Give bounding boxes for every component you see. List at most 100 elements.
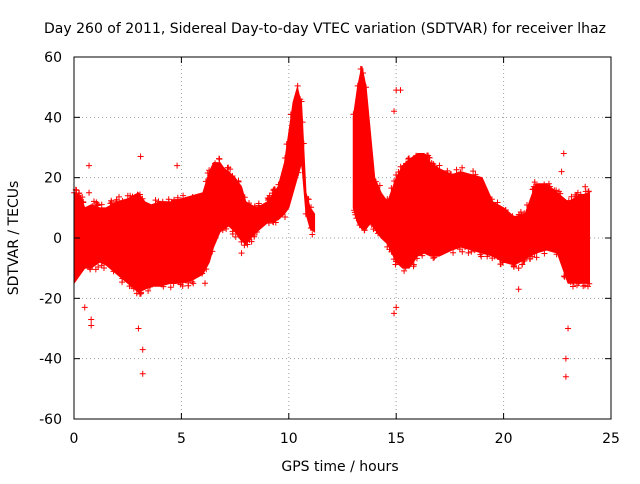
data-point [107,200,114,207]
x-tick-label: 0 [70,431,79,447]
y-axis-label: SDTVAR / TECUs [6,181,22,296]
data-point [299,119,306,126]
data-point [436,162,443,169]
data-point [136,290,143,297]
outlier-point [515,265,522,272]
data-point [428,159,435,166]
outlier-point [558,168,565,175]
data-point [246,200,253,207]
data-point [204,169,211,176]
data-point [413,255,420,262]
data-point [98,262,105,269]
data-point [223,225,230,232]
data-point [130,285,137,292]
data-point [357,66,364,73]
data-point [462,244,469,251]
data-point [405,155,412,162]
data-point [553,187,560,194]
data-point [585,188,592,195]
y-tick-label: -40 [39,352,62,368]
data-point [515,211,522,218]
data-point [573,191,580,198]
data-point [529,186,536,193]
data-point [352,211,359,218]
data-point [189,278,196,285]
data-point [567,279,574,286]
data-band-1 [73,85,316,293]
data-point [283,141,290,148]
data-point [199,270,206,277]
data-point [353,215,360,222]
data-point [305,196,312,203]
data-point [484,250,491,257]
data-point [308,204,315,211]
data-point [521,210,528,217]
data-point [521,257,528,264]
data-point [465,249,472,256]
data-point [89,203,96,210]
data-point [568,193,575,200]
data-point [350,111,357,118]
data-point [351,207,358,214]
data-point [373,227,380,234]
outlier-point [582,183,589,190]
data-point [384,196,391,203]
x-axis-label: GPS time / hours [281,459,398,475]
data-point [139,195,146,202]
data-point [584,283,591,290]
data-point [180,192,187,199]
data-point [368,221,375,228]
data-point [388,185,395,192]
data-point [116,193,123,200]
data-point [361,227,368,234]
data-series [71,65,593,380]
data-point [298,160,305,167]
data-point [372,178,379,185]
data-point [519,261,526,268]
data-point [468,248,475,255]
data-point [533,254,540,261]
data-point [282,213,289,220]
axes: 0 5 10 15 20 25 -60 -40 -20 0 20 40 60 [39,50,620,447]
data-point [255,202,262,209]
data-point [393,258,400,265]
data-point [174,194,181,201]
outlier-point [238,250,245,257]
data-point [294,82,301,89]
x-tick-label: 25 [602,431,620,447]
data-point [370,226,377,233]
data-point [145,287,152,294]
outlier-point [393,304,400,311]
data-point [159,198,166,205]
outlier-point [86,189,93,196]
data-point [453,166,460,173]
data-point [386,246,393,253]
data-point [541,250,548,257]
data-point [459,248,466,255]
y-tick-label: 0 [53,231,62,247]
data-point [392,261,399,268]
outlier-point [81,304,88,311]
data-point [246,236,253,243]
data-point [354,82,361,89]
data-point [402,264,409,271]
data-point [307,224,314,231]
data-point [219,227,226,234]
data-point [569,283,576,290]
data-point [488,196,495,203]
outlier-point [139,370,146,377]
data-point [410,261,417,268]
data-point [395,168,402,175]
data-point [300,140,307,147]
data-point [530,183,537,190]
data-point [216,155,223,162]
data-point [545,180,552,187]
outlier-point [444,171,451,178]
data-point [76,190,83,197]
data-point [430,255,437,262]
data-point [265,196,272,203]
data-point [244,241,251,248]
data-point [509,213,516,220]
data-point [190,280,197,287]
x-tick-label: 5 [177,431,186,447]
